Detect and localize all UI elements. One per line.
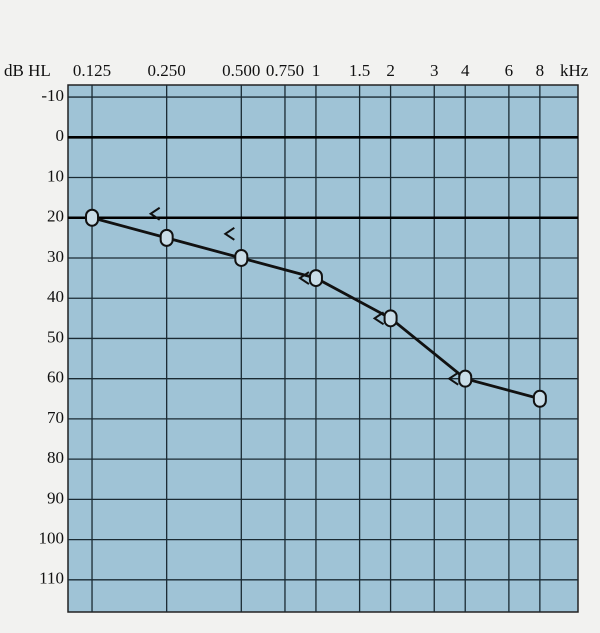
air-marker <box>308 269 323 288</box>
x-tick-label: 0.250 <box>148 61 186 80</box>
x-tick-label: 1 <box>312 61 321 80</box>
y-tick-label: 40 <box>47 287 64 306</box>
y-tick-label: 60 <box>47 368 64 387</box>
x-tick-label: 0.750 <box>266 61 304 80</box>
bone-marker <box>447 371 459 386</box>
x-tick-label: 2 <box>386 61 395 80</box>
air-marker <box>383 309 398 328</box>
y-tick-label: 90 <box>47 488 64 507</box>
bone-marker <box>298 271 310 285</box>
y-tick-label: 50 <box>47 327 64 346</box>
y-tick-label: 110 <box>39 569 64 588</box>
y-tick-label: 80 <box>47 448 64 467</box>
air-marker <box>458 369 473 388</box>
x-tick-label: 3 <box>430 61 439 80</box>
air-marker <box>234 248 249 267</box>
y-tick-label: 70 <box>47 408 64 427</box>
air-marker <box>85 208 100 227</box>
plot-area <box>67 84 579 613</box>
x-axis-label: kHz <box>560 61 589 80</box>
air-marker <box>159 228 174 247</box>
x-tick-label: 6 <box>505 61 514 80</box>
y-axis-label: dB HL <box>4 61 51 80</box>
x-tick-label: 0.125 <box>73 61 111 80</box>
x-tick-label: 1.5 <box>349 61 370 80</box>
y-tick-label: 0 <box>56 126 65 145</box>
x-tick-label: 4 <box>461 61 470 80</box>
y-tick-label: -10 <box>41 86 64 105</box>
y-tick-label: 100 <box>39 528 65 547</box>
y-tick-label: 20 <box>47 207 64 226</box>
x-tick-label: 0.500 <box>222 61 260 80</box>
bone-marker <box>372 311 385 326</box>
bone-marker <box>223 227 235 241</box>
x-tick-label: 8 <box>536 61 545 80</box>
y-tick-label: 30 <box>47 247 64 266</box>
y-tick-label: 10 <box>47 166 64 185</box>
air-marker <box>532 389 547 408</box>
bone-marker <box>148 206 161 221</box>
